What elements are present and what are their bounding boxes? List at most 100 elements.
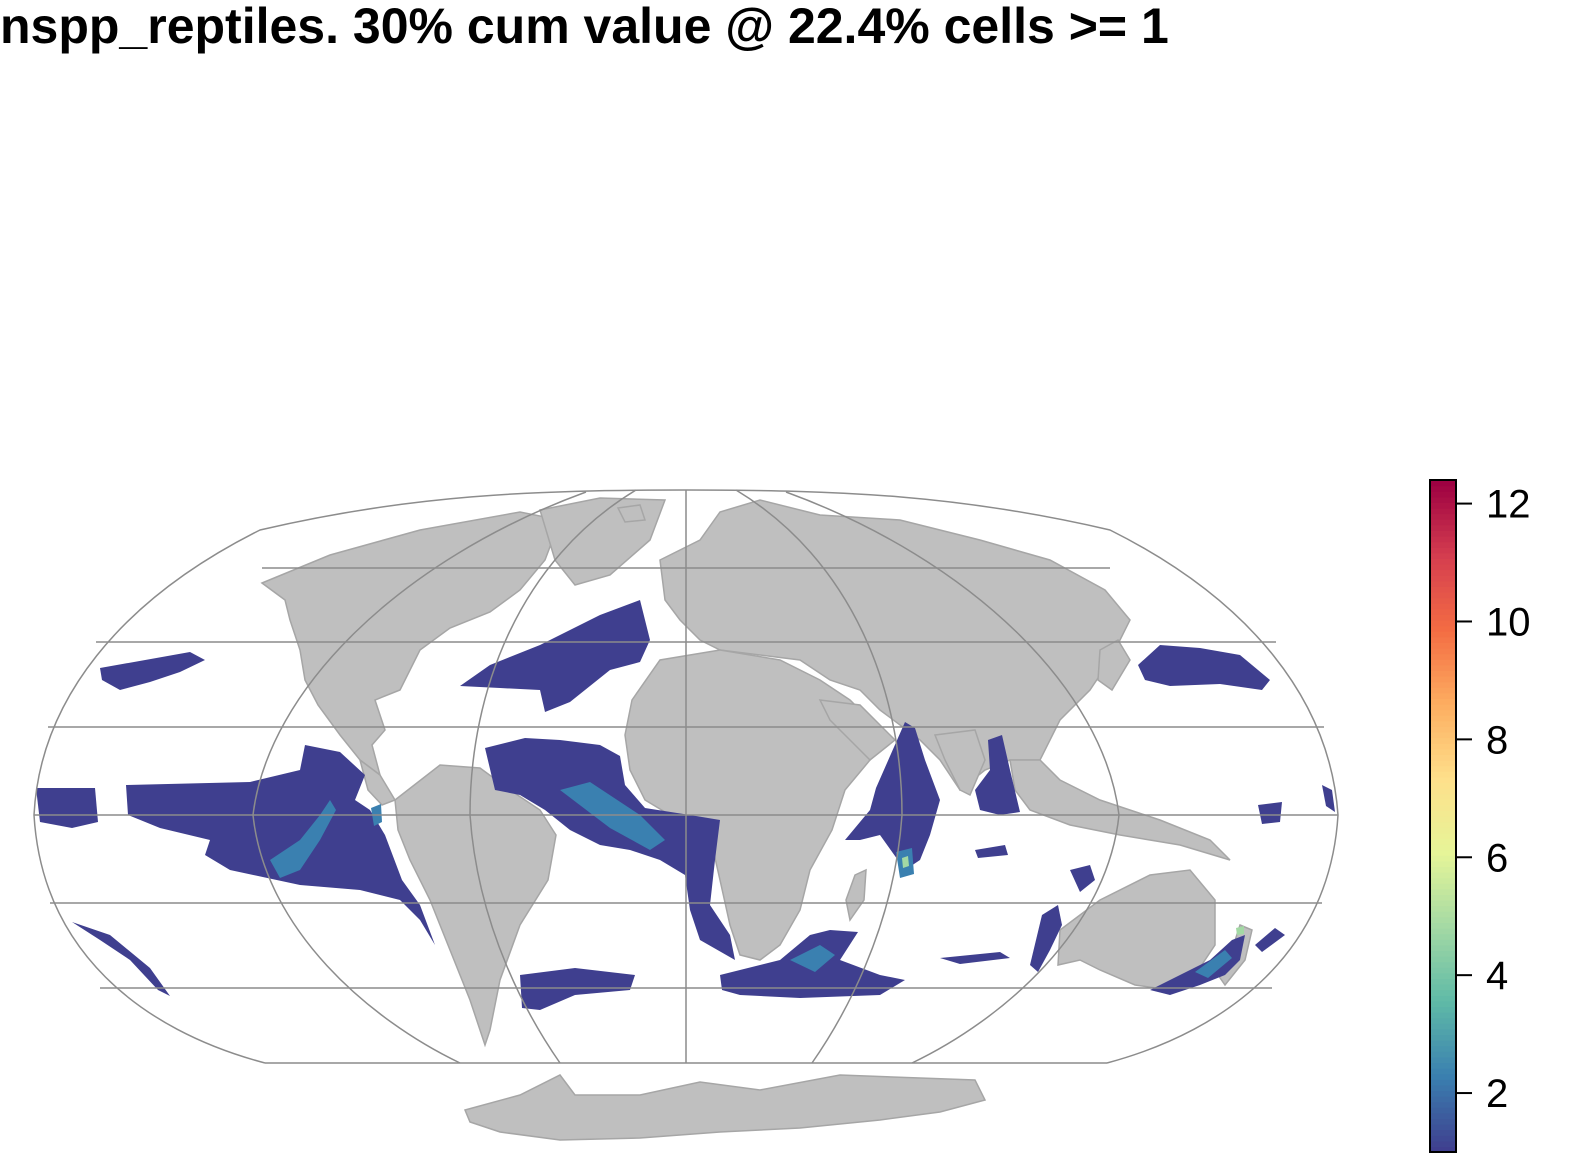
legend-color-step: [1430, 1062, 1456, 1069]
legend-color-step: [1430, 832, 1456, 839]
legend-color-step: [1430, 799, 1456, 806]
legend-color-step: [1430, 1068, 1456, 1075]
legend-color-step: [1430, 569, 1456, 576]
legend-color-step: [1430, 1090, 1456, 1097]
legend-color-step: [1430, 849, 1456, 856]
legend-color-step: [1430, 631, 1456, 638]
legend-color-step: [1430, 989, 1456, 996]
legend-color-step: [1430, 614, 1456, 621]
legend-tick-label: 8: [1486, 718, 1508, 762]
legend-color-step: [1430, 737, 1456, 744]
graticule-meridian-west-60: [252, 491, 587, 1064]
legend-color-step: [1430, 1124, 1456, 1131]
legend-color-step: [1430, 586, 1456, 593]
legend-color-step: [1430, 485, 1456, 492]
map-title: nspp_reptiles. 30% cum value @ 22.4% cel…: [0, 0, 1169, 54]
legend-color-step: [1430, 636, 1456, 643]
legend-color-step: [1430, 793, 1456, 800]
legend-color-step: [1430, 816, 1456, 823]
data-region-tropical-pacific: [126, 745, 435, 945]
legend-color-step: [1430, 905, 1456, 912]
legend-color-step: [1430, 664, 1456, 671]
legend-color-step: [1430, 978, 1456, 985]
legend-color-step: [1430, 1006, 1456, 1013]
greenland-land: [539, 497, 667, 586]
data-region-east-new-zealand: [1255, 928, 1285, 952]
data-region-south-atlantic: [520, 968, 635, 1010]
arabia-land: [818, 699, 897, 762]
legend-color-step: [1430, 844, 1456, 851]
color-legend: 2 4 6 8 10 12: [1429, 479, 1531, 1153]
legend-color-step: [1430, 620, 1456, 627]
central-america-land: [358, 758, 397, 806]
legend-ticks: 2 4 6 8 10 12: [1456, 483, 1531, 1116]
legend-color-step: [1430, 502, 1456, 509]
legend-tick-label: 2: [1486, 1072, 1508, 1116]
legend-color-step: [1430, 872, 1456, 879]
data-region-tropical-atlantic: [485, 738, 735, 960]
data-region-hotspot-high: [902, 856, 909, 868]
data-region-north-pacific-east: [1138, 645, 1270, 690]
data-region-southeast-australia-core: [1195, 950, 1232, 978]
legend-color-step: [1430, 821, 1456, 828]
legend-color-step: [1430, 1000, 1456, 1007]
data-region-indonesia-south: [975, 845, 1008, 858]
data-region-bay-of-bengal: [975, 735, 1020, 815]
legend-color-step: [1430, 877, 1456, 884]
legend-color-step: [1430, 659, 1456, 666]
legend-color-step: [1430, 715, 1456, 722]
legend-color-step: [1430, 1112, 1456, 1119]
data-region-pacific-richness-core: [270, 800, 336, 878]
data-region-coral-sea: [1258, 802, 1282, 824]
africa-land: [624, 649, 886, 961]
data-region-tasman-hotspot: [1236, 926, 1244, 935]
legend-color-step: [1430, 524, 1456, 531]
legend-color-step: [1430, 754, 1456, 761]
legend-color-step: [1430, 760, 1456, 767]
legend-color-step: [1430, 894, 1456, 901]
legend-color-step: [1430, 860, 1456, 867]
legend-color-step: [1430, 580, 1456, 587]
data-region-north-australia: [1070, 865, 1095, 892]
legend-color-step: [1430, 788, 1456, 795]
legend-color-step: [1430, 855, 1456, 862]
legend-color-step: [1430, 491, 1456, 498]
legend-color-step: [1430, 939, 1456, 946]
legend-color-step: [1430, 564, 1456, 571]
data-region-north-atlantic: [460, 600, 650, 712]
antarctica-land: [463, 1074, 987, 1141]
legend-color-step: [1430, 552, 1456, 559]
legend-color-step: [1430, 922, 1456, 929]
legend-color-step: [1430, 1129, 1456, 1136]
legend-color-step: [1430, 1056, 1456, 1063]
legend-tick-label: 4: [1486, 954, 1508, 998]
data-region-southern-pacific-fragment: [72, 922, 170, 996]
legend-color-step: [1430, 1045, 1456, 1052]
legend-color-step: [1430, 653, 1456, 660]
legend-color-step: [1430, 670, 1456, 677]
legend-color-step: [1430, 961, 1456, 968]
legend-color-step: [1430, 1101, 1456, 1108]
legend-color-step: [1430, 1028, 1456, 1035]
data-region-tropical-pacific-west: [36, 788, 98, 828]
southeast-asia-land: [1009, 759, 1231, 861]
data-region-atlantic-richness-core: [560, 782, 665, 850]
legend-color-step: [1430, 536, 1456, 543]
legend-color-step: [1430, 950, 1456, 957]
legend-color-step: [1430, 603, 1456, 610]
legend-color-step: [1430, 726, 1456, 733]
legend-color-step: [1430, 1073, 1456, 1080]
map-panel: [33, 489, 1339, 1141]
legend-color-step: [1430, 827, 1456, 834]
legend-color-step: [1430, 681, 1456, 688]
north-america-land: [260, 511, 562, 777]
legend-bar-border: [1429, 479, 1457, 1153]
legend-color-step: [1430, 1040, 1456, 1047]
legend-color-step: [1430, 771, 1456, 778]
legend-tick-label: 12: [1486, 483, 1531, 527]
legend-color-step: [1430, 782, 1456, 789]
legend-color-step: [1430, 676, 1456, 683]
legend-color-step: [1430, 575, 1456, 582]
legend-color-step: [1430, 704, 1456, 711]
